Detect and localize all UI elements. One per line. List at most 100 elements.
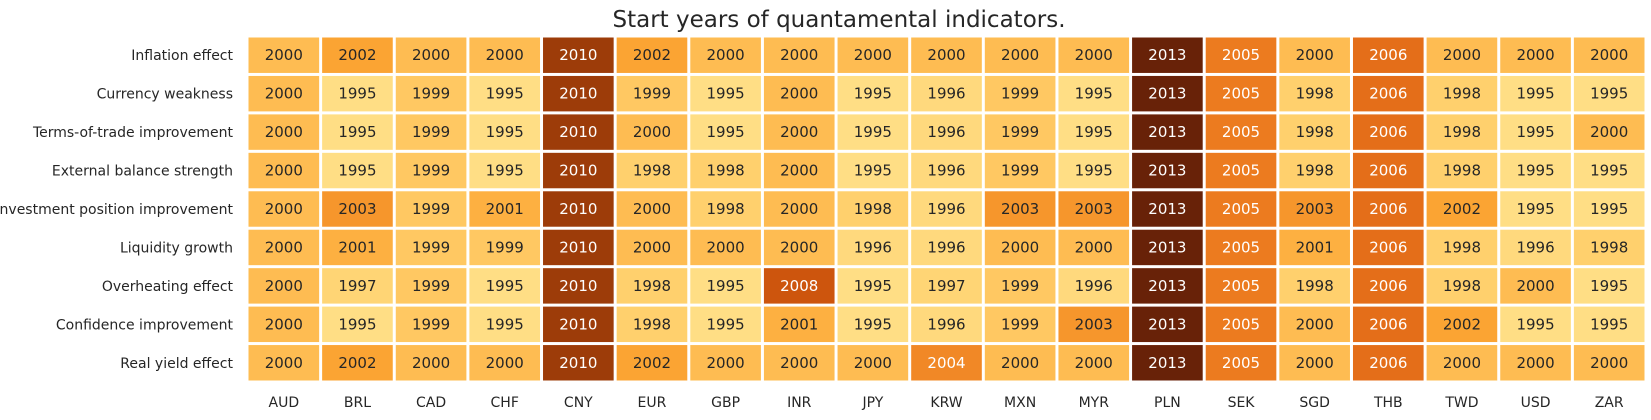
heatmap-cell: [1058, 114, 1130, 150]
heatmap-cell: [1279, 345, 1350, 381]
cell-value-label: 1999: [633, 85, 671, 103]
heatmap-cell: [543, 229, 614, 266]
cell-value-label: 2003: [1001, 200, 1039, 218]
chart-title: Start years of quantamental indicators.: [612, 7, 1065, 33]
cell-value-label: 1995: [1075, 85, 1113, 103]
cell-value-label: 2000: [1075, 354, 1113, 372]
cell-value-label: 1995: [1516, 123, 1554, 141]
heatmap-cell: [1352, 37, 1424, 73]
cell-value-label: 2006: [1369, 162, 1407, 180]
cell-value-label: 2000: [265, 315, 303, 333]
cell-value-label: 2003: [1075, 315, 1113, 333]
cell-value-label: 2005: [1222, 85, 1260, 103]
heatmap-cell: [1132, 268, 1203, 304]
cell-value-label: 2005: [1222, 200, 1260, 218]
cell-value-label: 2013: [1148, 123, 1186, 141]
cell-value-label: 1996: [927, 85, 965, 103]
cell-value-label: 2001: [486, 200, 524, 218]
heatmap-cell: [1058, 191, 1130, 227]
cell-value-label: 1995: [707, 85, 745, 103]
heatmap-cell: [248, 229, 320, 266]
heatmap-cell: [1279, 37, 1350, 73]
heatmap-cell: [984, 37, 1056, 73]
cell-value-label: 1998: [1443, 277, 1481, 295]
heatmap-cell: [395, 75, 467, 112]
heatmap-cell: [469, 268, 541, 304]
heatmap-cell: [1279, 191, 1350, 227]
row-label: Inflation effect: [131, 48, 233, 64]
heatmap-cells: 2000 2002 2000 2000 2010 2002 2000 2000 2000 2000…: [248, 37, 1645, 381]
heatmap-cell: [690, 75, 761, 112]
column-label: KRW: [930, 395, 962, 411]
column-label: MYR: [1079, 395, 1110, 411]
heatmap-cell: [837, 75, 909, 112]
heatmap-cell: [763, 345, 835, 381]
cell-value-label: 1999: [1001, 162, 1039, 180]
heatmap-cell: [1573, 152, 1645, 189]
heatmap-cell: [1352, 191, 1424, 227]
cell-value-label: 1998: [1296, 85, 1334, 103]
cell-value-label: 1995: [854, 123, 892, 141]
heatmap-cell: [1352, 268, 1424, 304]
heatmap-cell: [616, 191, 688, 227]
heatmap-cell: [1426, 268, 1498, 304]
cell-value-label: 2001: [780, 315, 818, 333]
heatmap-cell: [616, 75, 688, 112]
heatmap-cell: [322, 152, 393, 189]
heatmap-cell: [248, 345, 320, 381]
cell-value-label: 2010: [559, 277, 597, 295]
cell-value-label: 1999: [1001, 123, 1039, 141]
heatmap-cell: [395, 152, 467, 189]
cell-value-label: 2000: [854, 354, 892, 372]
column-label: USD: [1521, 395, 1551, 411]
heatmap-cell: [1132, 306, 1203, 343]
cell-value-label: 2001: [1296, 238, 1334, 256]
heatmap-cell: [1279, 229, 1350, 266]
heatmap-cell: [1132, 152, 1203, 189]
cell-value-label: 2000: [927, 46, 965, 64]
heatmap-cell: [1205, 229, 1277, 266]
column-label: THB: [1373, 395, 1403, 411]
heatmap-cell: [395, 191, 467, 227]
heatmap-cell: [837, 37, 909, 73]
cell-value-label: 1995: [486, 123, 524, 141]
cell-value-label: 2000: [707, 46, 745, 64]
heatmap-cell: [1426, 75, 1498, 112]
cell-value-label: 2002: [338, 354, 376, 372]
heatmap-cell: [1500, 229, 1571, 266]
cell-value-label: 2006: [1369, 46, 1407, 64]
heatmap-cell: [1352, 306, 1424, 343]
heatmap-cell: [984, 191, 1056, 227]
cell-value-label: 2002: [633, 46, 671, 64]
cell-value-label: 1995: [1516, 162, 1554, 180]
cell-value-label: 2000: [486, 46, 524, 64]
cell-value-label: 2000: [1001, 238, 1039, 256]
heatmap-cell: [1132, 114, 1203, 150]
heatmap-cell: [248, 152, 320, 189]
cell-value-label: 2000: [1001, 354, 1039, 372]
heatmap-cell: [616, 37, 688, 73]
heatmap-cell: [469, 306, 541, 343]
cell-value-label: 2013: [1148, 162, 1186, 180]
heatmap-cell: [1205, 37, 1277, 73]
heatmap-cell: [984, 268, 1056, 304]
heatmap-cell: [1426, 306, 1498, 343]
cell-value-label: 2000: [780, 200, 818, 218]
heatmap-cell: [690, 37, 761, 73]
cell-value-label: 2004: [927, 354, 965, 372]
cell-value-label: 2000: [265, 277, 303, 295]
heatmap-cell: [1426, 114, 1498, 150]
cell-value-label: 1998: [707, 200, 745, 218]
cell-value-label: 1995: [486, 85, 524, 103]
heatmap-cell: [1132, 37, 1203, 73]
heatmap-cell: [1573, 345, 1645, 381]
heatmap-cell: [837, 114, 909, 150]
cell-value-label: 1995: [854, 162, 892, 180]
heatmap-cell: [322, 75, 393, 112]
heatmap-cell: [1352, 75, 1424, 112]
heatmap-cell: [984, 306, 1056, 343]
heatmap-cell: [1352, 152, 1424, 189]
cell-value-label: 2006: [1369, 85, 1407, 103]
heatmap-cell: [1205, 75, 1277, 112]
cell-value-label: 2000: [265, 46, 303, 64]
